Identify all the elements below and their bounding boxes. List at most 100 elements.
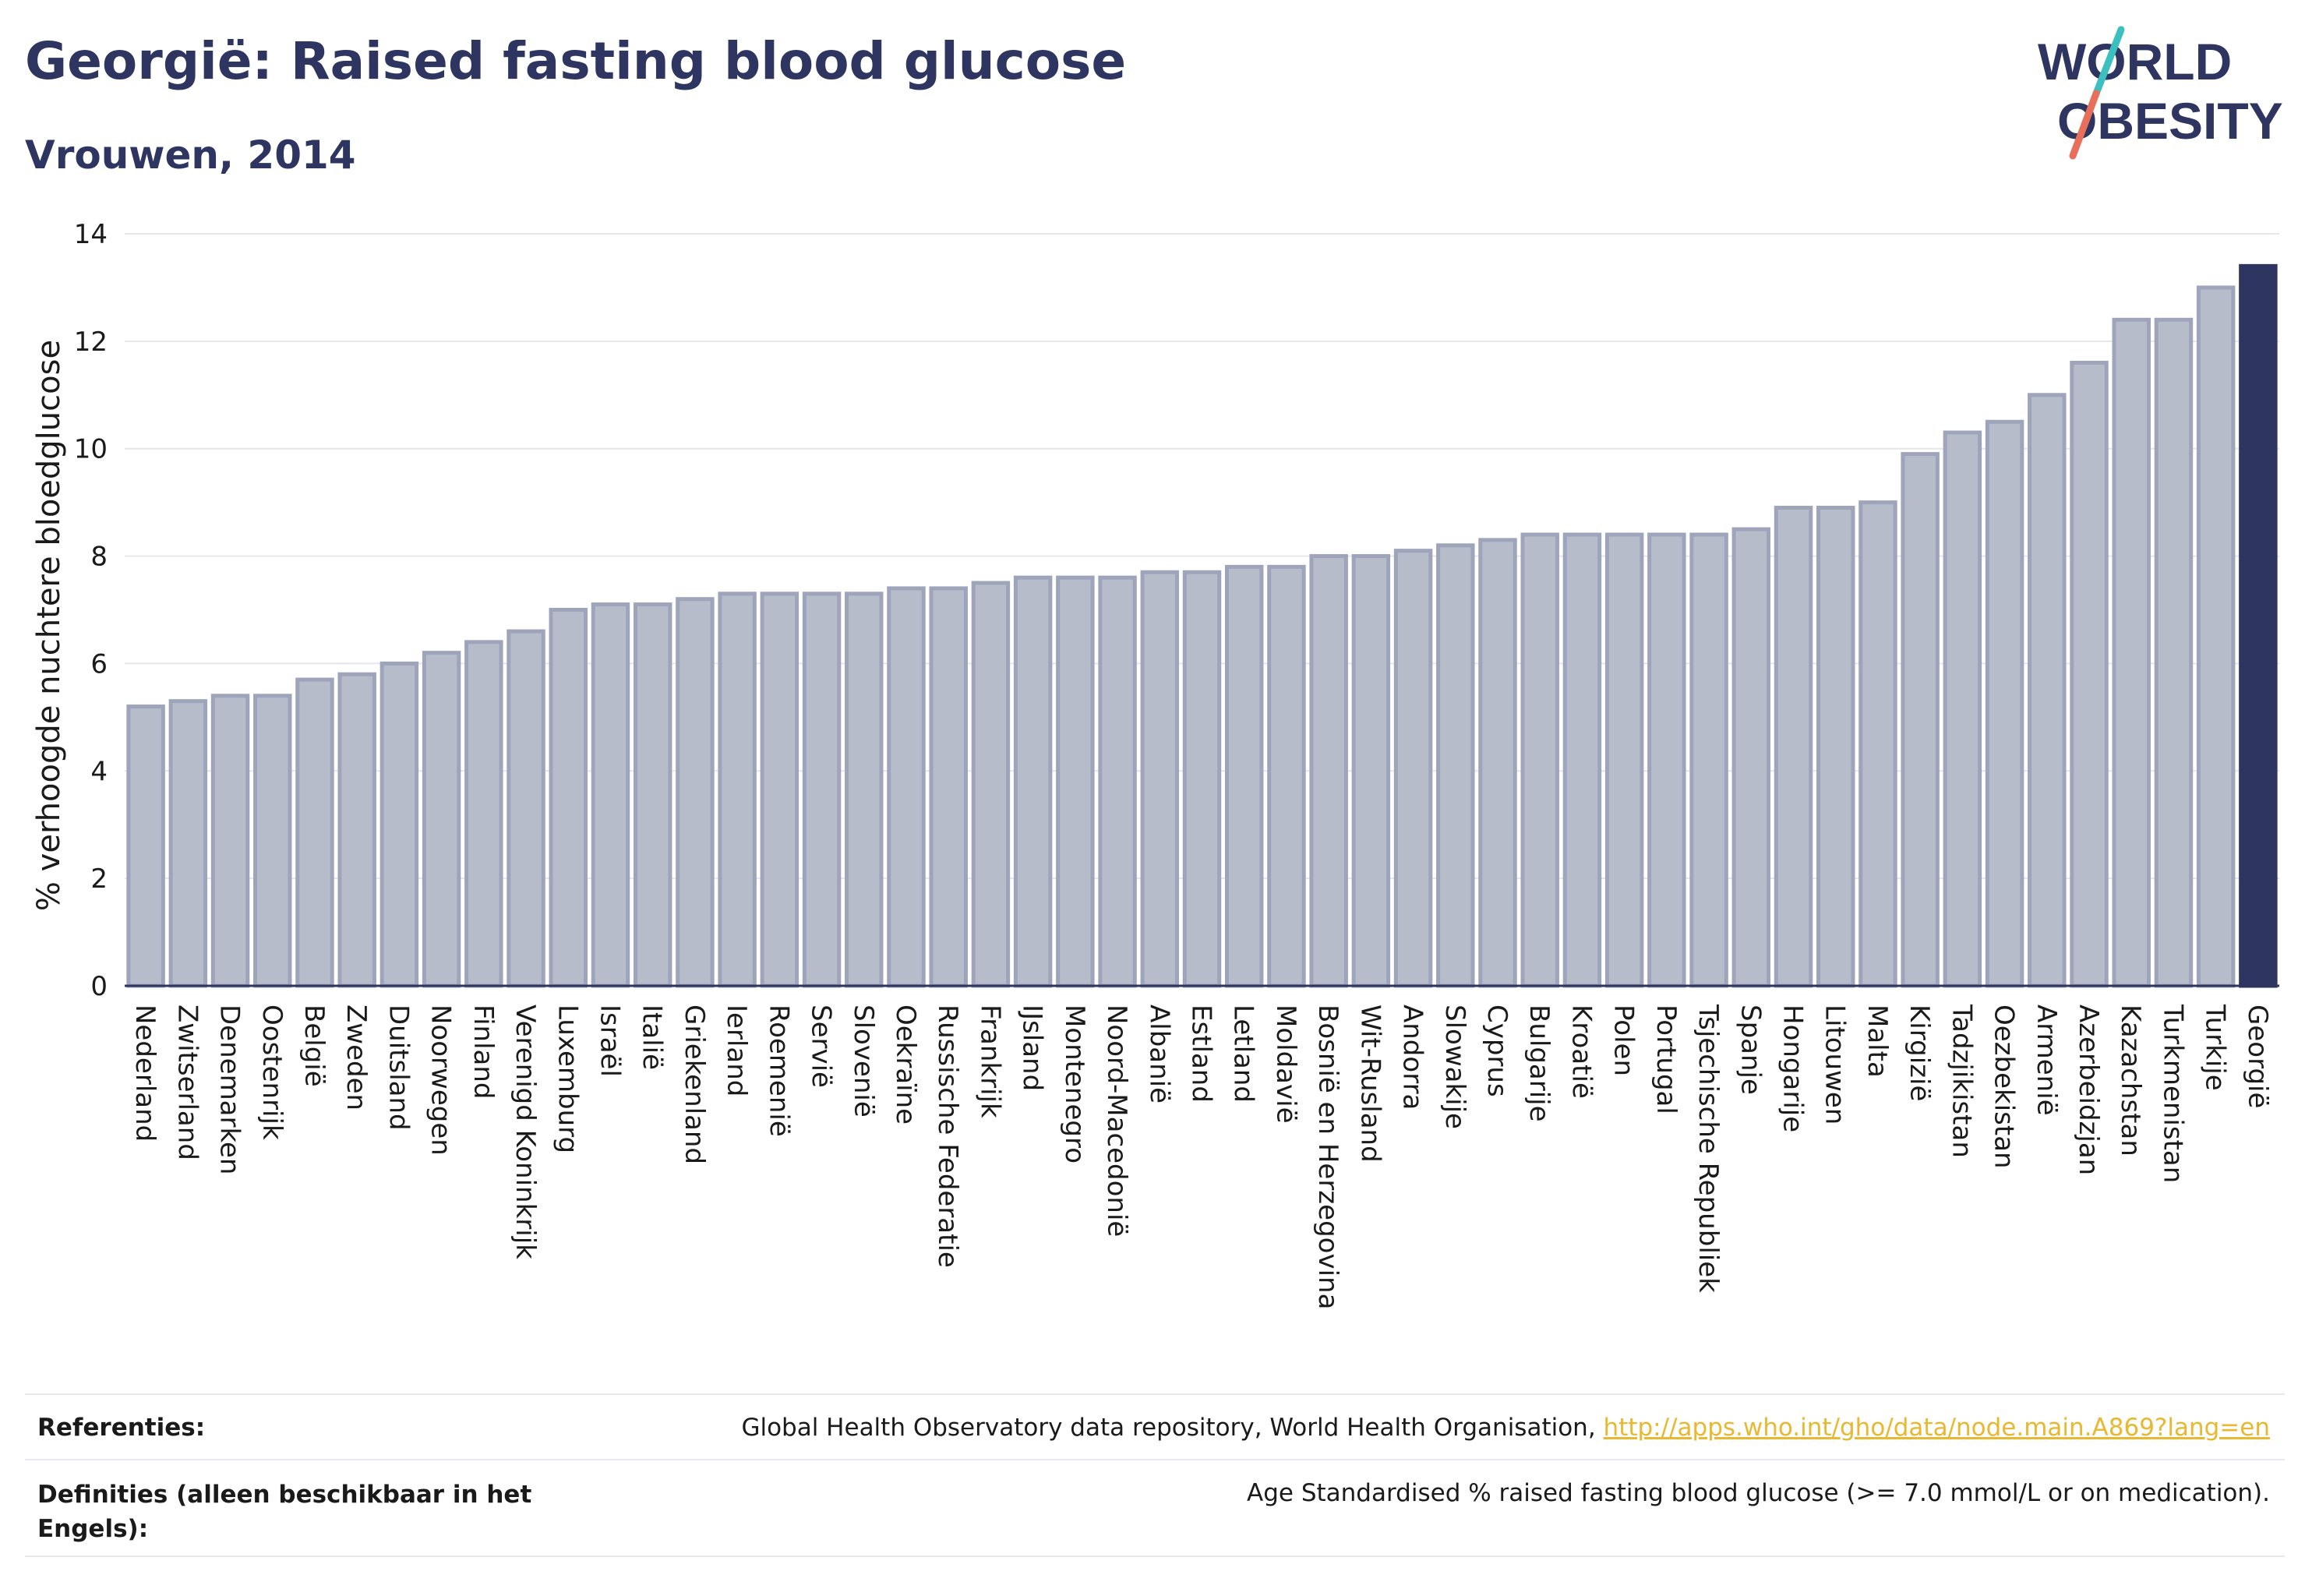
x-tick-label: Turkmenistan (2157, 1004, 2188, 1183)
x-tick-label: Albanië (1143, 1005, 1174, 1103)
bar (253, 694, 292, 988)
bar (845, 591, 884, 988)
bar (210, 694, 250, 988)
x-tick-label: Denemarken (214, 1005, 245, 1174)
x-tick-label: Azerbeidzjan (2073, 1005, 2104, 1175)
logo-word-1: WORLD (2038, 33, 2232, 90)
y-tick-label: 14 (74, 219, 108, 250)
x-tick-label: Letland (1228, 1005, 1259, 1103)
bar (1056, 575, 1095, 988)
x-tick-label: Cyprus (1481, 1005, 1513, 1097)
bar (168, 699, 208, 988)
bar (1224, 564, 1264, 988)
bar (929, 586, 968, 988)
bar (1393, 549, 1433, 988)
x-tick-label: IJsland (1017, 1005, 1048, 1091)
x-tick-label: Litouwen (1820, 1005, 1851, 1125)
bar (464, 640, 503, 988)
x-tick-label: Zweden (341, 1005, 372, 1110)
x-tick-label: Spanje (1735, 1005, 1766, 1095)
definitions-label: Definities (alleen beschikbaar in het En… (37, 1481, 532, 1543)
definitions-value: Age Standardised % raised fasting blood … (1247, 1479, 2270, 1507)
x-tick-label: Griekenland (679, 1005, 710, 1164)
bar (2196, 285, 2236, 988)
x-tick-label: Tsjechische Republiek (1693, 1004, 1724, 1293)
bar (2112, 317, 2151, 988)
bar (1858, 500, 1897, 988)
x-tick-label: Kazachstan (2115, 1005, 2146, 1156)
bar (1098, 575, 1137, 988)
bar (1901, 452, 1940, 988)
logo-slash-bottom (2069, 90, 2100, 160)
x-tick-label: Bulgarije (1523, 1005, 1555, 1122)
x-tick-label: Kroatië (1565, 1005, 1597, 1099)
bar (1013, 575, 1053, 988)
bar (887, 586, 926, 988)
x-tick-label: Ierland (721, 1005, 752, 1096)
x-tick-label: Armenië (2031, 1005, 2062, 1116)
x-tick-label: Servië (806, 1005, 837, 1088)
y-tick-label: 0 (90, 971, 108, 1002)
bar (760, 591, 800, 988)
y-tick-label: 6 (90, 648, 108, 680)
references-link[interactable]: http://apps.who.int/gho/data/node.main.A… (1603, 1414, 2270, 1442)
x-tick-label: Italië (637, 1005, 668, 1070)
bar (802, 591, 842, 988)
x-tick-label: Montenegro (1059, 1005, 1090, 1163)
y-tick-label: 12 (74, 327, 108, 358)
bar (1140, 570, 1180, 988)
bar (1604, 532, 1644, 988)
bar (1816, 506, 1855, 988)
bar (1943, 430, 1982, 988)
footer-divider-top (25, 1393, 2285, 1395)
y-tick-label: 10 (74, 434, 108, 465)
x-tick-label: Kirgizië (1904, 1005, 1935, 1101)
bar (1562, 532, 1602, 988)
page-subtitle: Vrouwen, 2014 (25, 132, 356, 178)
x-tick-label: Slovenië (848, 1005, 879, 1118)
x-tick-label: Andorra (1397, 1005, 1428, 1110)
references-text: Global Health Observatory data repositor… (741, 1414, 1604, 1442)
bar (379, 661, 419, 988)
x-tick-label: Estland (1186, 1005, 1217, 1103)
bar (1731, 527, 1771, 988)
bar (633, 602, 672, 988)
x-tick-label: Nederland (129, 1005, 161, 1142)
bar (1520, 532, 1559, 988)
x-tick-label: Oekraïne (890, 1005, 921, 1125)
bar (1689, 532, 1728, 988)
bar (2154, 317, 2194, 988)
references-label: Referenties: (37, 1414, 206, 1442)
x-tick-label: Verenigd Koninkrijk (510, 1005, 541, 1259)
page-title: Georgië: Raised fasting blood glucose (25, 31, 1127, 91)
x-tick-label: Georgië (2242, 1005, 2273, 1108)
y-tick-label: 8 (90, 542, 108, 573)
logo-slash-top (2092, 26, 2125, 97)
bar (126, 704, 165, 988)
bar (1267, 564, 1306, 988)
x-tick-label: Polen (1608, 1005, 1640, 1076)
bar (2239, 263, 2278, 988)
bar-chart: 0 2 4 6 8 10 12 14 % verhoogde nuchtere bloedglu… (31, 219, 2279, 1309)
bar (2028, 393, 2067, 988)
bar (1436, 543, 1475, 988)
x-tick-label: Russische Federatie (932, 1005, 963, 1268)
x-tick-label: Portugal (1650, 1005, 1682, 1114)
bar (337, 672, 376, 988)
x-tick-label: Slowakije (1439, 1005, 1470, 1129)
bar (1478, 538, 1517, 988)
bar (549, 608, 588, 988)
bar (1774, 506, 1813, 988)
world-obesity-logo: WORLD OBESITY (2038, 26, 2283, 160)
bar (295, 677, 334, 988)
x-tick-label: Israël (594, 1005, 625, 1077)
x-tick-label: Zwitserland (171, 1005, 203, 1160)
references-value: Global Health Observatory data repositor… (741, 1414, 2270, 1442)
footer-divider-middle (25, 1459, 2285, 1460)
bar (422, 651, 461, 988)
x-tick-label: Noorwegen (425, 1005, 457, 1156)
x-tick-label: Roemenië (763, 1005, 794, 1137)
x-tick-label: Malta (1862, 1005, 1893, 1078)
bar (2070, 360, 2109, 988)
x-tick-label: Turkije (2200, 1004, 2231, 1091)
